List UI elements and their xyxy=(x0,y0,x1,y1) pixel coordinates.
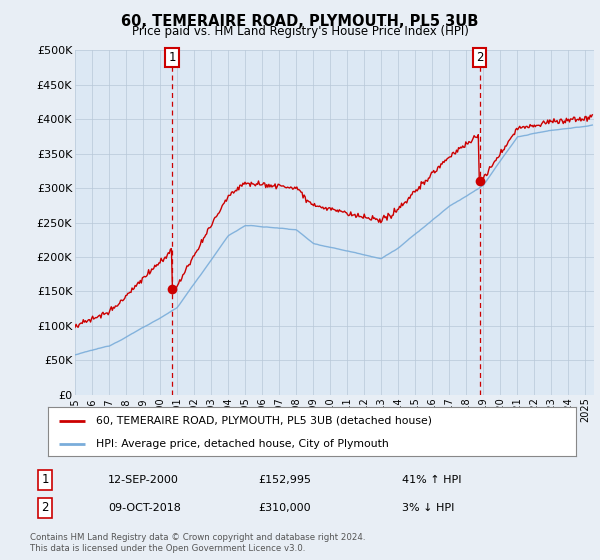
Text: 60, TEMERAIRE ROAD, PLYMOUTH, PL5 3UB (detached house): 60, TEMERAIRE ROAD, PLYMOUTH, PL5 3UB (d… xyxy=(95,416,431,426)
Text: HPI: Average price, detached house, City of Plymouth: HPI: Average price, detached house, City… xyxy=(95,439,388,449)
Text: Price paid vs. HM Land Registry's House Price Index (HPI): Price paid vs. HM Land Registry's House … xyxy=(131,25,469,38)
Text: 60, TEMERAIRE ROAD, PLYMOUTH, PL5 3UB: 60, TEMERAIRE ROAD, PLYMOUTH, PL5 3UB xyxy=(121,14,479,29)
Text: 2: 2 xyxy=(476,51,484,64)
Text: £310,000: £310,000 xyxy=(258,503,311,513)
Text: 12-SEP-2000: 12-SEP-2000 xyxy=(108,475,179,485)
Text: 1: 1 xyxy=(169,51,176,64)
Text: 09-OCT-2018: 09-OCT-2018 xyxy=(108,503,181,513)
Text: £152,995: £152,995 xyxy=(258,475,311,485)
Text: Contains HM Land Registry data © Crown copyright and database right 2024.: Contains HM Land Registry data © Crown c… xyxy=(30,533,365,542)
Text: 3% ↓ HPI: 3% ↓ HPI xyxy=(402,503,454,513)
Text: This data is licensed under the Open Government Licence v3.0.: This data is licensed under the Open Gov… xyxy=(30,544,305,553)
Text: 2: 2 xyxy=(41,501,49,515)
Text: 1: 1 xyxy=(41,473,49,487)
Text: 41% ↑ HPI: 41% ↑ HPI xyxy=(402,475,461,485)
